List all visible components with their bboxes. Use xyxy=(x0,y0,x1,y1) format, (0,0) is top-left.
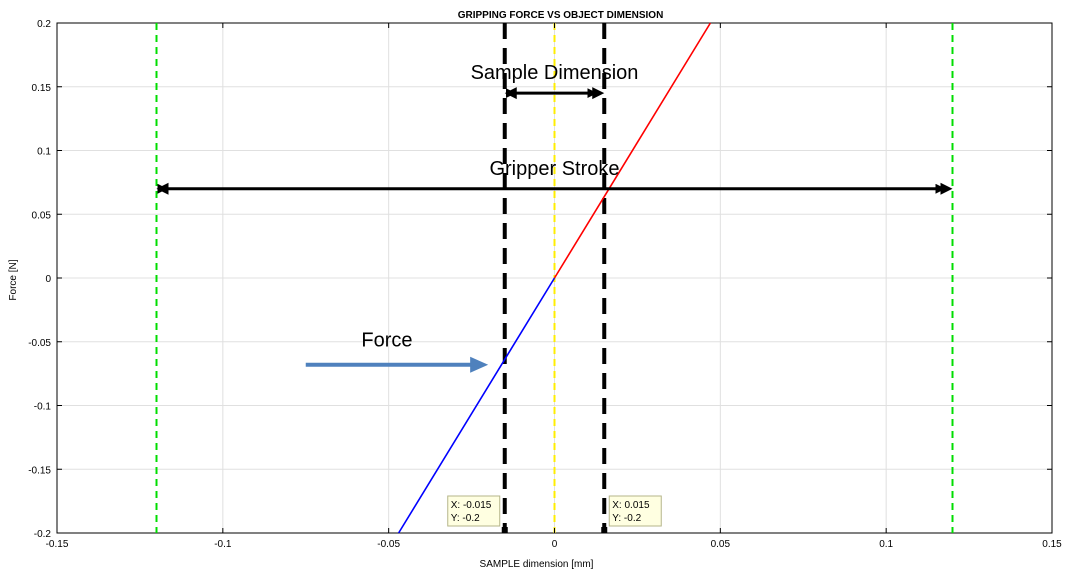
datatip-y-label: Y: -0.2 xyxy=(612,513,641,524)
y-tick-label: 0.15 xyxy=(32,83,52,94)
y-tick-label: 0.2 xyxy=(37,19,51,30)
chart-title: GRIPPING FORCE VS OBJECT DIMENSION xyxy=(458,10,664,21)
annotation-label: Sample Dimension xyxy=(471,62,639,84)
x-tick-label: -0.05 xyxy=(377,539,400,550)
annotation-label: Gripper Stroke xyxy=(489,158,619,180)
annotation-label: Force xyxy=(361,330,412,352)
x-tick-label: 0 xyxy=(552,539,558,550)
sample-boundary-marker xyxy=(601,527,608,533)
datatip-x-label: X: 0.015 xyxy=(612,500,650,511)
arrow-head xyxy=(470,356,489,373)
y-tick-label: 0.05 xyxy=(32,210,52,221)
x-tick-label: 0.05 xyxy=(711,539,731,550)
y-tick-label: -0.2 xyxy=(34,529,52,540)
y-tick-label: -0.1 xyxy=(34,402,52,413)
force-series-line xyxy=(397,277,556,534)
datatip-y-label: Y: -0.2 xyxy=(451,513,480,524)
arrow-head xyxy=(156,182,169,195)
y-axis-label: Force [N] xyxy=(8,259,19,300)
y-tick-label: -0.15 xyxy=(28,465,51,476)
x-axis-label: SAMPLE dimension [mm] xyxy=(480,559,594,570)
x-tick-label: -0.15 xyxy=(46,539,69,550)
arrow-head xyxy=(592,87,605,100)
sample-boundary-marker xyxy=(501,527,508,533)
y-tick-label: 0 xyxy=(45,274,51,285)
datatip-box xyxy=(608,495,662,527)
y-tick-label: 0.1 xyxy=(37,147,51,158)
arrow-head xyxy=(940,182,953,195)
force-series-line xyxy=(553,22,712,279)
x-tick-label: 0.15 xyxy=(1042,539,1062,550)
x-tick-label: 0.1 xyxy=(879,539,893,550)
arrow-head xyxy=(504,87,517,100)
x-tick-label: -0.1 xyxy=(214,539,232,550)
y-tick-label: -0.05 xyxy=(28,338,51,349)
datatip-box xyxy=(447,495,501,527)
datatip-x-label: X: -0.015 xyxy=(451,500,492,511)
